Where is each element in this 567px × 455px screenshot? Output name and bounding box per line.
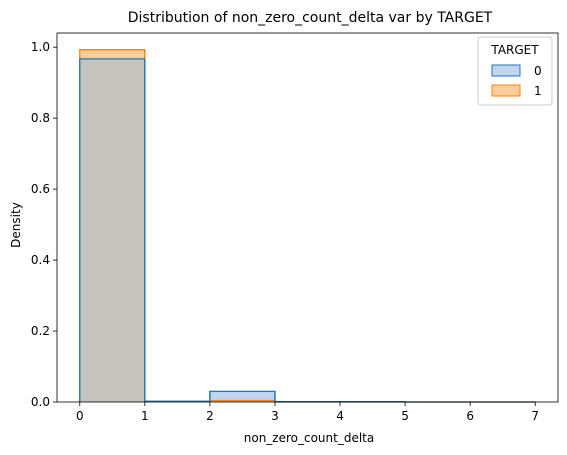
legend-label-1: 1 [534, 84, 542, 98]
series-outline-1 [79, 49, 536, 403]
y-tick-label-4: 0.8 [31, 111, 50, 125]
axes: 0 1 2 3 4 5 6 7 0.0 0.2 0.4 0.6 0.8 1.0 [31, 32, 559, 423]
x-tick-label-6: 6 [466, 409, 474, 423]
axes-frame [56, 32, 559, 403]
y-tick-label-0: 0.0 [31, 395, 50, 409]
chart-title: Distribution of non_zero_count_delta var… [128, 10, 493, 26]
x-tick-label-5: 5 [401, 409, 409, 423]
y-tick-label-5: 1.0 [31, 40, 50, 54]
y-tick-label-2: 0.4 [31, 253, 50, 267]
legend-title: TARGET [490, 43, 539, 57]
x-tick-label-0: 0 [76, 409, 84, 423]
x-tick-label-4: 4 [336, 409, 344, 423]
y-axis-label: Density [9, 202, 23, 248]
series-outline-0 [79, 58, 536, 403]
x-tick-label-2: 2 [206, 409, 214, 423]
x-tick-label-1: 1 [141, 409, 149, 423]
bar-overlap-2 [209, 400, 275, 402]
series-edges-0 [144, 58, 276, 402]
y-tick-label-1: 0.2 [31, 324, 50, 338]
legend-label-0: 0 [534, 64, 542, 78]
x-tick-label-7: 7 [531, 409, 539, 423]
legend-swatch-0 [491, 64, 521, 77]
legend: TARGET 0 1 [477, 36, 553, 106]
plot-area [79, 49, 536, 403]
x-axis-label: non_zero_count_delta [244, 431, 375, 445]
legend-swatch-1 [491, 84, 521, 97]
bar-fill-1-0 [79, 49, 145, 59]
bar-overlap-0 [79, 58, 145, 402]
bar-fill-0-2 [209, 391, 275, 401]
x-tick-label-3: 3 [271, 409, 279, 423]
y-tick-label-3: 0.6 [31, 182, 50, 196]
